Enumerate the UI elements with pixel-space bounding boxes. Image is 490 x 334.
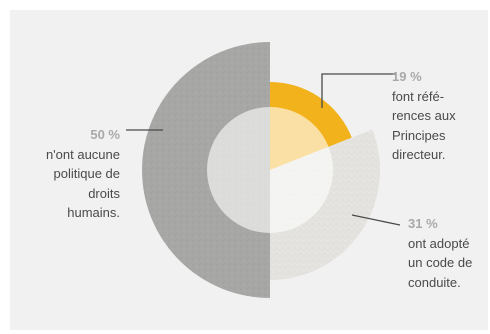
slice-label-31: 31 % ont adopté un code de conduite. [408, 214, 490, 292]
leader-line-19 [321, 73, 396, 108]
slice-description: n'ont aucune politique de droits humains… [45, 146, 120, 221]
pie-slice-50 [142, 42, 270, 298]
slice-label-50: 50 % n'ont aucune politique de droits hu… [14, 125, 120, 223]
slice-percent: 31 % [408, 216, 438, 231]
slice-description: font réfé- rences aux Principes directeu… [392, 88, 456, 163]
leader-line-31 [351, 214, 401, 226]
slice-description: ont adopté un code de conduite. [408, 235, 473, 290]
slice-label-19: 19 % font réfé- rences aux Principes dir… [392, 67, 482, 165]
slice-percent: 50 % [90, 127, 120, 142]
slice-percent: 19 % [392, 69, 422, 84]
center-overlay [207, 107, 333, 233]
